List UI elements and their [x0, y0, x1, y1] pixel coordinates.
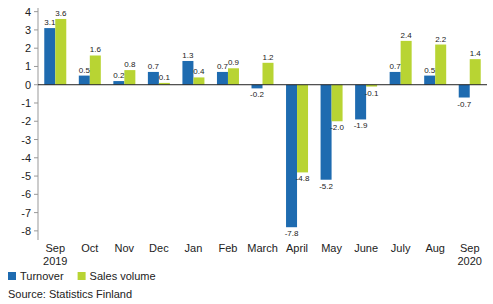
x-tick-label: Dec [149, 242, 169, 254]
x-tick-label: March [247, 242, 278, 254]
data-label: 1.6 [90, 45, 102, 54]
bar [286, 85, 297, 227]
y-tick [34, 29, 38, 30]
data-label: 3.6 [55, 9, 67, 18]
source: Source: Statistics Finland [8, 288, 132, 300]
data-label: 0.5 [424, 66, 436, 75]
x-tick-label: Oct [81, 242, 98, 254]
data-label: -5.2 [319, 182, 333, 191]
data-label: 0.8 [124, 60, 136, 69]
data-label: -2.0 [330, 123, 344, 132]
y-tick [34, 66, 38, 67]
y-tick [34, 176, 38, 177]
bar [252, 85, 263, 89]
data-label: 0.7 [390, 62, 402, 71]
data-label: 3.1 [44, 18, 56, 27]
y-tick [34, 84, 38, 85]
data-label: 2.4 [401, 31, 413, 40]
y-tick [34, 139, 38, 140]
y-tick [34, 11, 38, 12]
bars [44, 19, 480, 227]
x-tick-label: July [391, 242, 411, 254]
y-tick [34, 121, 38, 122]
bar [401, 41, 412, 85]
chart: -8 -7 -6 -5 -4 -3 -2 -1 0 1 2 3 4 3.1 0.5 0.2 0.7 1.3 0.7 -… [0, 0, 493, 304]
y-tick-label: -2 [21, 115, 31, 127]
x-tick-label: Sep2020 [457, 242, 481, 267]
legend-swatch [8, 272, 16, 280]
y-tick-label: -6 [21, 188, 31, 200]
x-tick-label: Sep2019 [43, 242, 67, 267]
y-tick-label: -7 [21, 207, 31, 219]
x-tick-label: June [354, 242, 378, 254]
bar [390, 72, 401, 85]
y-tick-label: -4 [21, 152, 31, 164]
bar [90, 55, 101, 84]
data-label: 2.2 [435, 35, 447, 44]
data-label: -0.7 [457, 100, 471, 109]
bar [79, 76, 90, 85]
y-axis-line [38, 8, 39, 240]
y-tick-label: 3 [25, 24, 31, 36]
bar [113, 81, 124, 85]
data-label: -7.8 [285, 229, 299, 238]
bar [217, 72, 228, 85]
legend-swatch [78, 272, 86, 280]
data-label: 0.9 [228, 58, 240, 67]
data-label: 0.2 [113, 71, 125, 80]
y-tick-label: -3 [21, 134, 31, 146]
y-tick [34, 194, 38, 195]
y-tick [34, 102, 38, 103]
data-label: 0.7 [217, 62, 229, 71]
bar [148, 72, 159, 85]
y-tick-label: 1 [25, 60, 31, 72]
y-tick-label: -5 [21, 170, 31, 182]
bar [424, 76, 435, 85]
bar [55, 19, 66, 85]
data-label: 1.3 [182, 51, 194, 60]
data-label: 1.2 [262, 53, 274, 62]
bar [459, 85, 470, 98]
data-label: 1.4 [470, 49, 482, 58]
y-tick [34, 48, 38, 49]
y-tick-label: -8 [21, 225, 31, 237]
data-label: -1.9 [354, 121, 368, 130]
y-tick [34, 230, 38, 231]
y-tick-label: 4 [25, 6, 31, 18]
data-label: 0.7 [148, 62, 160, 71]
data-label: -0.1 [365, 89, 379, 98]
bar [182, 61, 193, 85]
data-label: -4.8 [296, 174, 310, 183]
y-tick-label: -1 [21, 97, 31, 109]
y-tick-label: 0 [25, 79, 31, 91]
x-tick-label: Jan [185, 242, 203, 254]
zero-line [38, 84, 487, 85]
x-tick-label: Nov [115, 242, 135, 254]
x-tick-label: May [321, 242, 342, 254]
bar [124, 70, 135, 85]
legend: Turnover Sales volume [8, 270, 156, 282]
bar [263, 63, 274, 85]
data-label: 0.5 [79, 66, 91, 75]
bar [297, 85, 308, 173]
bar [470, 59, 481, 85]
y-tick [34, 157, 38, 158]
x-tick-label: Aug [425, 242, 445, 254]
bar [193, 77, 204, 84]
bar [228, 68, 239, 84]
x-tick-label: April [286, 242, 308, 254]
y-tick-label: 2 [25, 42, 31, 54]
y-tick [34, 212, 38, 213]
bar [435, 45, 446, 85]
data-label: 0.4 [193, 67, 205, 76]
data-labels: 3.1 0.5 0.2 0.7 1.3 0.7 -0.2 -7.8 -5.2 -1.9 0.7 0.5… [44, 9, 481, 238]
data-label: -0.2 [250, 90, 264, 99]
x-tick-label: Feb [218, 242, 237, 254]
bar [332, 85, 343, 122]
legend-label: Turnover [20, 270, 64, 282]
legend-label: Sales volume [90, 270, 156, 282]
bar [44, 28, 55, 85]
data-label: 0.1 [159, 73, 171, 82]
